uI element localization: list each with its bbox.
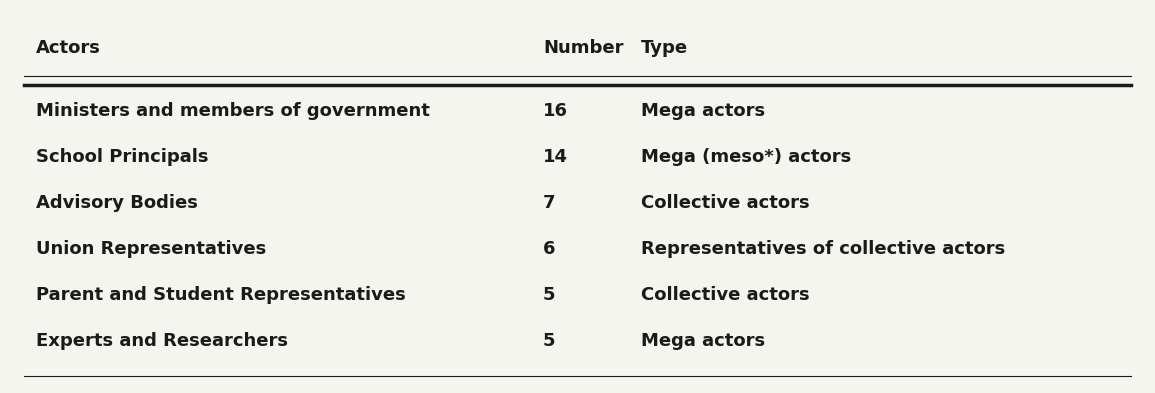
Text: 6: 6 (543, 240, 556, 258)
Text: 5: 5 (543, 286, 556, 304)
Text: School Principals: School Principals (36, 148, 208, 166)
Text: Mega actors: Mega actors (641, 102, 765, 119)
Text: Mega actors: Mega actors (641, 332, 765, 350)
Text: Collective actors: Collective actors (641, 286, 810, 304)
Text: Parent and Student Representatives: Parent and Student Representatives (36, 286, 405, 304)
Text: Advisory Bodies: Advisory Bodies (36, 194, 198, 212)
Text: Union Representatives: Union Representatives (36, 240, 266, 258)
Text: 5: 5 (543, 332, 556, 350)
Text: Experts and Researchers: Experts and Researchers (36, 332, 288, 350)
Text: Mega (meso*) actors: Mega (meso*) actors (641, 148, 851, 166)
Text: Number: Number (543, 39, 624, 57)
Text: Collective actors: Collective actors (641, 194, 810, 212)
Text: Type: Type (641, 39, 688, 57)
Text: Ministers and members of government: Ministers and members of government (36, 102, 430, 119)
Text: 16: 16 (543, 102, 568, 119)
Text: 14: 14 (543, 148, 568, 166)
Text: Actors: Actors (36, 39, 100, 57)
Text: Representatives of collective actors: Representatives of collective actors (641, 240, 1005, 258)
Text: 7: 7 (543, 194, 556, 212)
